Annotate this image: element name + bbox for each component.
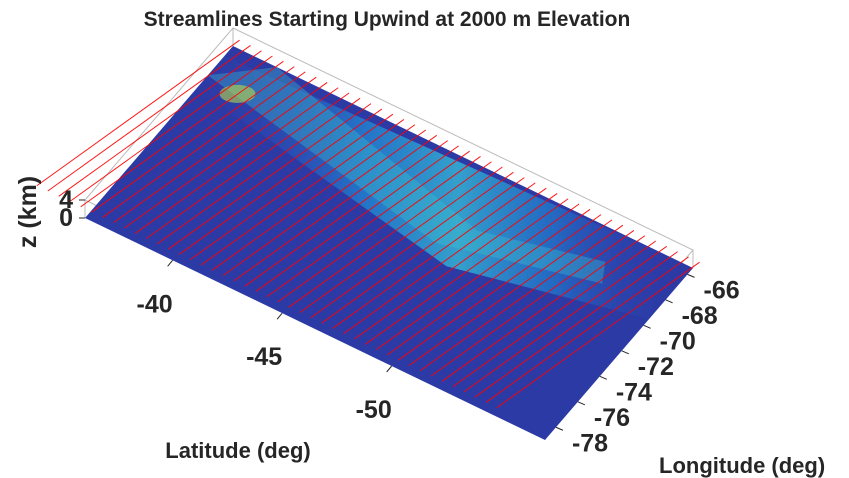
- chart-title: Streamlines Starting Upwind at 2000 m El…: [144, 8, 631, 31]
- x-tick-label: -50: [356, 396, 392, 424]
- streamline: [233, 134, 438, 282]
- streamline: [69, 55, 273, 203]
- x-tick: [167, 259, 174, 267]
- z-tick-label: 4: [59, 186, 73, 214]
- streamline: [91, 66, 295, 213]
- streamline: [332, 182, 536, 329]
- streamline: [463, 245, 668, 393]
- streamline: [496, 261, 700, 409]
- ridge-band: [196, 56, 672, 319]
- streamline: [80, 60, 284, 208]
- streamline: [419, 224, 624, 372]
- streamline: [178, 108, 383, 255]
- x-axis-label: Latitude (deg): [165, 438, 310, 463]
- y-tick-label: -72: [638, 353, 674, 381]
- streamline: [146, 92, 350, 240]
- streamline: [255, 145, 459, 292]
- ridge-band: [207, 67, 606, 284]
- streamline: [244, 140, 448, 287]
- y-tick-label: -74: [616, 378, 652, 406]
- streamline: [189, 113, 394, 261]
- streamline: [299, 166, 503, 314]
- streamline: [485, 256, 689, 403]
- y-tick: [665, 299, 673, 304]
- streamline: [167, 103, 372, 250]
- streamline: [408, 219, 613, 366]
- streamline: [266, 150, 470, 298]
- streamline: [441, 235, 646, 382]
- streamline: [376, 203, 580, 351]
- x-tick-label: -45: [246, 343, 282, 371]
- streamline: [397, 214, 602, 361]
- streamline: [47, 45, 251, 192]
- streamline: [200, 119, 405, 266]
- y-tick: [687, 273, 695, 278]
- streamline: [156, 97, 361, 245]
- y-tick-label: -66: [704, 276, 740, 304]
- x-tick: [386, 365, 393, 373]
- streamline: [321, 177, 525, 324]
- y-tick-label: -68: [682, 302, 718, 330]
- x-tick: [276, 312, 283, 320]
- plot-area: [36, 27, 700, 440]
- streamline: [102, 71, 306, 218]
- streamline: [288, 161, 492, 308]
- y-tick: [621, 350, 629, 355]
- streamline: [365, 198, 569, 345]
- streamline: [310, 171, 514, 319]
- streamline: [430, 230, 635, 377]
- y-tick: [555, 426, 564, 431]
- y-tick-label: -76: [594, 404, 630, 432]
- y-tick-label: -78: [572, 429, 608, 457]
- streamline: [222, 129, 427, 277]
- streamline: [343, 187, 547, 335]
- streamline: [124, 82, 328, 229]
- y-tick: [643, 324, 651, 329]
- terrain-surface: [85, 46, 693, 440]
- x-tick-label: -40: [137, 290, 173, 318]
- streamline: [36, 39, 240, 187]
- y-tick: [599, 375, 608, 380]
- streamline: [452, 240, 657, 388]
- streamline: [135, 87, 339, 234]
- streamline: [58, 50, 262, 197]
- streamline: [386, 208, 591, 356]
- y-tick: [577, 401, 586, 406]
- z-tick-label: 0: [59, 204, 73, 232]
- z-axis-label: z (km): [14, 176, 42, 248]
- y-axis-label: Longitude (deg): [659, 453, 825, 478]
- y-tick-label: -70: [660, 327, 696, 355]
- streamline: [354, 193, 558, 340]
- streamline: [277, 156, 481, 303]
- streamline: [211, 124, 416, 271]
- streamline: [474, 251, 678, 398]
- streamline: [113, 76, 317, 224]
